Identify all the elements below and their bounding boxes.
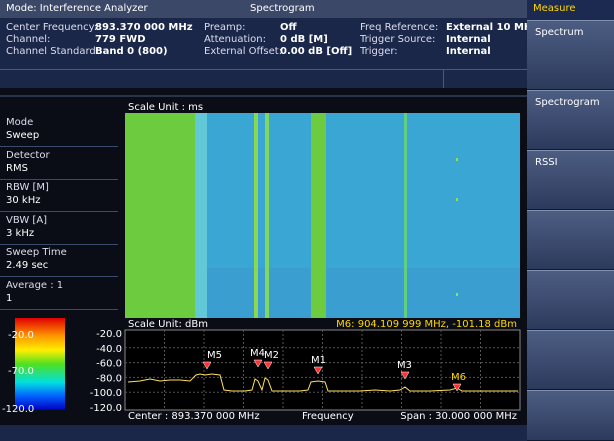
y-tick-label: -20.0 [96, 329, 122, 340]
info-value: 893.370 000 MHz [95, 22, 193, 33]
sidebar-label: Detector [6, 149, 50, 161]
info-value: 779 FWD [95, 34, 146, 45]
color-scale [15, 318, 65, 410]
info-label: Freq Reference: [360, 22, 439, 33]
info-label: Trigger Source: [360, 34, 436, 45]
center-freq: Center : 893.370 000 MHz [128, 411, 260, 422]
trace [127, 373, 518, 392]
info-label: Center Frequency: [6, 22, 98, 33]
info-value: External 10 MHz [446, 22, 539, 33]
trace-unit: Scale Unit: dBm [128, 319, 208, 330]
info-label: Preamp: [204, 22, 246, 33]
y-tick-label: -40.0 [96, 344, 122, 355]
spectrogram [125, 113, 520, 318]
menu-button[interactable] [527, 210, 614, 270]
info-panel [0, 18, 527, 88]
info-value: Off [280, 22, 297, 33]
menu-button[interactable]: Spectrogram [527, 90, 614, 150]
view-title: Spectrogram [250, 3, 315, 14]
sidebar-value: 2.49 sec [6, 260, 49, 271]
menu-button[interactable] [527, 390, 614, 441]
sidebar-value: 30 kHz [6, 195, 41, 206]
divider [443, 69, 444, 88]
info-label: Attenuation: [204, 34, 266, 45]
info-label: External Offset: [204, 46, 283, 57]
display: Scale Unit : ms -20.0 -70.0 -120.0 Scale… [0, 95, 527, 441]
sidebar-value: 3 kHz [6, 227, 35, 239]
status-bar [0, 425, 527, 441]
sidebar-label: Mode [6, 117, 34, 128]
sidebar-value: 1 [6, 292, 13, 304]
color-scale-label: -20.0 [8, 330, 34, 341]
y-tick-label: -100.0 [90, 388, 122, 399]
divider [0, 69, 527, 70]
sidebar-item: RBW [M] 30 kHz [0, 180, 118, 212]
info-label: Channel: [6, 34, 51, 45]
info-label: Channel Standard: [6, 46, 100, 57]
mode-title: Mode: Interference Analyzer [6, 3, 148, 14]
span: Span : 30.000 000 MHz [400, 411, 517, 422]
marker [313, 366, 323, 375]
menu-button[interactable]: RSSI [527, 150, 614, 210]
title-bar [0, 0, 527, 18]
marker [263, 361, 273, 370]
marker [253, 359, 263, 368]
info-value: Band 0 (800) [95, 46, 168, 57]
info-label: Trigger: [360, 46, 398, 57]
color-scale-label: -120.0 [2, 404, 34, 415]
info-value: Internal [446, 46, 491, 57]
marker-readout: M6: 904.109 999 MHz, -101.18 dBm [336, 319, 517, 330]
info-value: Internal [446, 34, 491, 45]
marker [400, 371, 410, 380]
sidebar-item: Sweep Time 2.49 sec [0, 245, 118, 277]
sidebar-item: Detector RMS [0, 148, 118, 180]
menu-title: Measure [527, 0, 614, 20]
sidebar-label: Average : 1 [6, 279, 64, 291]
menu-button[interactable]: Spectrum [527, 20, 614, 90]
marker-label: M3 [397, 360, 412, 371]
sidebar-label: Sweep Time [6, 247, 67, 258]
color-scale-label: -70.0 [8, 366, 34, 377]
sidebar-item: Mode Sweep [0, 115, 118, 147]
menu-button[interactable] [527, 330, 614, 390]
x-axis-label: Frequency [302, 411, 354, 422]
info-value: 0.00 dB [Off] [280, 46, 353, 57]
marker-label: M6 [451, 372, 466, 383]
marker-label: M2 [264, 350, 279, 361]
marker-label: M5 [207, 350, 222, 361]
sidebar-label: RBW [M] [6, 182, 49, 193]
marker [452, 383, 462, 392]
marker-label: M4 [250, 348, 265, 359]
marker [202, 361, 212, 370]
sidebar-label: VBW [A] [6, 214, 48, 226]
sidebar-value: RMS [6, 162, 28, 174]
y-tick-label: -60.0 [96, 359, 122, 370]
menu-button[interactable] [527, 270, 614, 330]
spectrogram-unit: Scale Unit : ms [128, 102, 203, 113]
y-tick-label: -120.0 [90, 403, 122, 414]
sidebar-item: VBW [A] 3 kHz [0, 213, 118, 245]
y-tick-label: -80.0 [96, 373, 122, 384]
sidebar-value: Sweep [6, 130, 40, 141]
info-value: 0 dB [M] [280, 34, 328, 45]
marker-label: M1 [311, 355, 326, 366]
